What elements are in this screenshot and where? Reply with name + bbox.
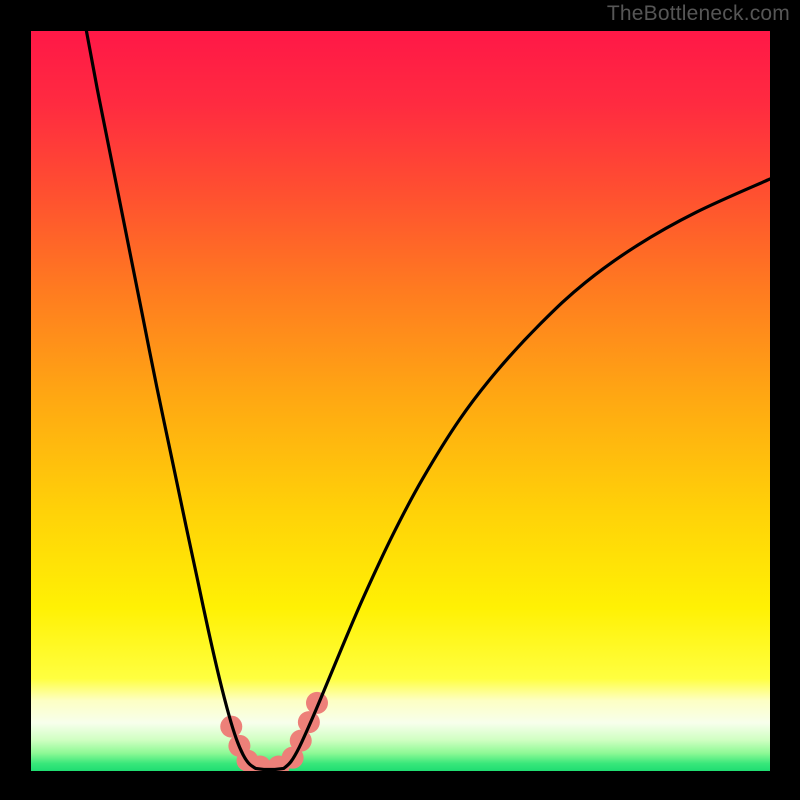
chart-svg: [0, 0, 800, 800]
bottleneck-chart: TheBottleneck.com: [0, 0, 800, 800]
watermark-text: TheBottleneck.com: [607, 2, 790, 26]
plot-gradient-background: [31, 31, 770, 771]
